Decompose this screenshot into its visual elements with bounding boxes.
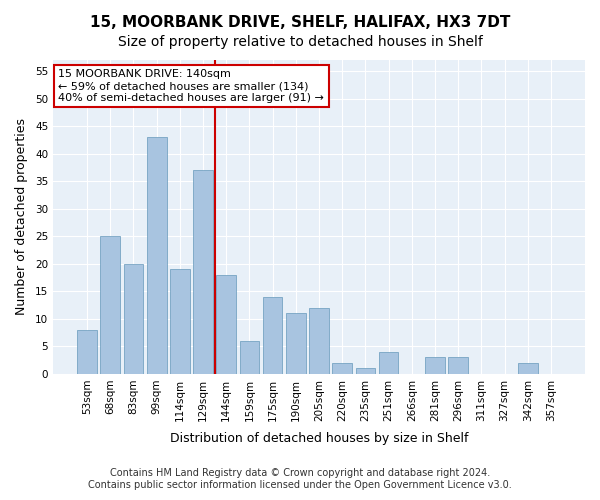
Bar — [124, 264, 143, 374]
Bar — [448, 358, 468, 374]
Bar — [518, 363, 538, 374]
Bar — [379, 352, 398, 374]
Bar — [425, 358, 445, 374]
Bar — [147, 137, 167, 374]
Bar — [77, 330, 97, 374]
Bar — [356, 368, 375, 374]
Bar — [239, 341, 259, 374]
Bar — [217, 275, 236, 374]
Text: Size of property relative to detached houses in Shelf: Size of property relative to detached ho… — [118, 35, 482, 49]
Bar — [309, 308, 329, 374]
Text: Contains HM Land Registry data © Crown copyright and database right 2024.
Contai: Contains HM Land Registry data © Crown c… — [88, 468, 512, 490]
Bar — [170, 270, 190, 374]
Bar — [263, 297, 283, 374]
Bar — [193, 170, 213, 374]
Text: 15 MOORBANK DRIVE: 140sqm
← 59% of detached houses are smaller (134)
40% of semi: 15 MOORBANK DRIVE: 140sqm ← 59% of detac… — [58, 70, 324, 102]
X-axis label: Distribution of detached houses by size in Shelf: Distribution of detached houses by size … — [170, 432, 468, 445]
Y-axis label: Number of detached properties: Number of detached properties — [15, 118, 28, 316]
Text: 15, MOORBANK DRIVE, SHELF, HALIFAX, HX3 7DT: 15, MOORBANK DRIVE, SHELF, HALIFAX, HX3 … — [90, 15, 510, 30]
Bar — [286, 314, 305, 374]
Bar — [332, 363, 352, 374]
Bar — [100, 236, 120, 374]
